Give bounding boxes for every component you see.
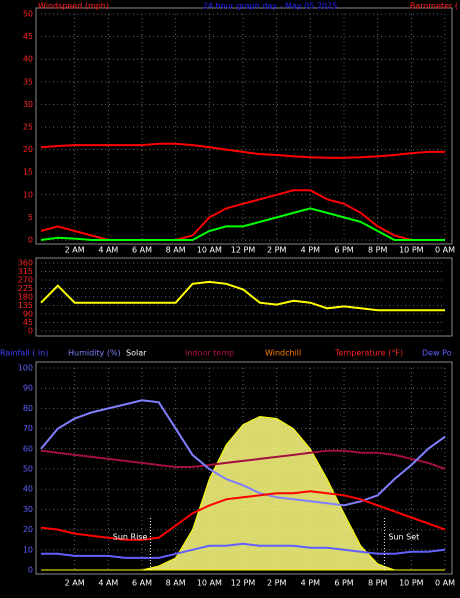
panel-frame (35, 7, 453, 245)
y-tick-label: 20 (23, 145, 33, 154)
x-tick-label: 12 PM (231, 246, 256, 255)
panel-frame (35, 361, 453, 575)
series-line (41, 542, 446, 559)
y-tick-label: 15 (23, 168, 33, 177)
x-tick-label: 2 AM (65, 579, 85, 588)
x-tick-label: 2 AM (65, 246, 85, 255)
legend-label: Dew Po (422, 349, 452, 358)
x-tick-label: 6 AM (132, 246, 152, 255)
x-tick-label: 8 AM (166, 579, 186, 588)
x-tick-label: 4 AM (98, 246, 118, 255)
series-line (40, 490, 446, 541)
x-tick-label: 6 PM (334, 579, 353, 588)
y-tick-label: 0 (28, 566, 33, 575)
y-tick-label: 35 (23, 77, 33, 86)
y-tick-label: 225 (18, 284, 33, 293)
series-line (40, 207, 445, 241)
y-tick-label: 90 (23, 310, 33, 319)
y-tick-label: 25 (23, 123, 33, 132)
legend-label: Indoor temp (185, 349, 234, 358)
y-tick-label: 80 (23, 404, 33, 413)
legend-label: Windchill (265, 349, 301, 358)
series-line (40, 142, 445, 159)
right-label: Barometer ( (410, 2, 458, 11)
y-tick-label: 90 (23, 384, 33, 393)
legend-label: Temperature (°F) (334, 349, 403, 358)
x-tick-label: 0 AM (435, 246, 455, 255)
x-tick-label: 4 PM (301, 579, 320, 588)
y-tick-label: 60 (23, 444, 33, 453)
series-line (40, 449, 446, 470)
annotation: Sun Rise (113, 533, 148, 542)
series-line (40, 189, 445, 241)
y-tick-label: 360 (18, 259, 33, 268)
x-tick-label: 10 PM (399, 246, 424, 255)
x-tick-label: 6 AM (132, 579, 152, 588)
y-tick-label: 50 (23, 10, 33, 19)
x-tick-label: 10 AM (197, 579, 222, 588)
legend-label: Solar (126, 349, 147, 358)
y-tick-label: 0 (28, 327, 33, 336)
x-tick-label: 8 AM (166, 246, 186, 255)
y-tick-label: 315 (18, 267, 33, 276)
y-tick-label: 180 (18, 293, 33, 302)
x-tick-label: 8 PM (368, 579, 387, 588)
panel-frame (35, 257, 453, 337)
x-tick-label: 12 PM (231, 579, 256, 588)
y-tick-label: 10 (23, 190, 33, 199)
y-tick-label: 30 (23, 505, 33, 514)
y-tick-label: 10 (23, 545, 33, 554)
left-label: Windspeed (mph) (38, 2, 109, 11)
y-tick-label: 45 (23, 318, 33, 327)
y-tick-label: 0 (28, 236, 33, 245)
x-tick-label: 4 AM (98, 579, 118, 588)
series-line (40, 280, 445, 312)
series-line (40, 399, 446, 507)
y-tick-label: 30 (23, 100, 33, 109)
y-tick-label: 100 (18, 364, 33, 373)
legend-label: Humidity (%) (68, 349, 121, 358)
legend-label: Rainfall ( in) (0, 349, 48, 358)
y-tick-label: 50 (23, 465, 33, 474)
solar-area (41, 415, 445, 571)
y-tick-label: 70 (23, 424, 33, 433)
y-tick-label: 20 (23, 525, 33, 534)
y-tick-label: 45 (23, 32, 33, 41)
y-tick-label: 135 (18, 301, 33, 310)
y-tick-label: 5 (28, 213, 33, 222)
x-tick-label: 0 AM (435, 579, 455, 588)
chart-title: 24 hour graph day - May 05 2025 (203, 2, 337, 11)
x-tick-label: 2 PM (267, 246, 286, 255)
x-tick-label: 10 PM (399, 579, 424, 588)
x-tick-label: 4 PM (301, 246, 320, 255)
annotation: Sun Set (388, 533, 419, 542)
x-tick-label: 2 PM (267, 579, 286, 588)
x-tick-label: 8 PM (368, 246, 387, 255)
y-tick-label: 40 (23, 55, 33, 64)
x-tick-label: 10 AM (197, 246, 222, 255)
y-tick-label: 270 (18, 276, 33, 285)
y-tick-label: 40 (23, 485, 33, 494)
x-tick-label: 6 PM (334, 246, 353, 255)
